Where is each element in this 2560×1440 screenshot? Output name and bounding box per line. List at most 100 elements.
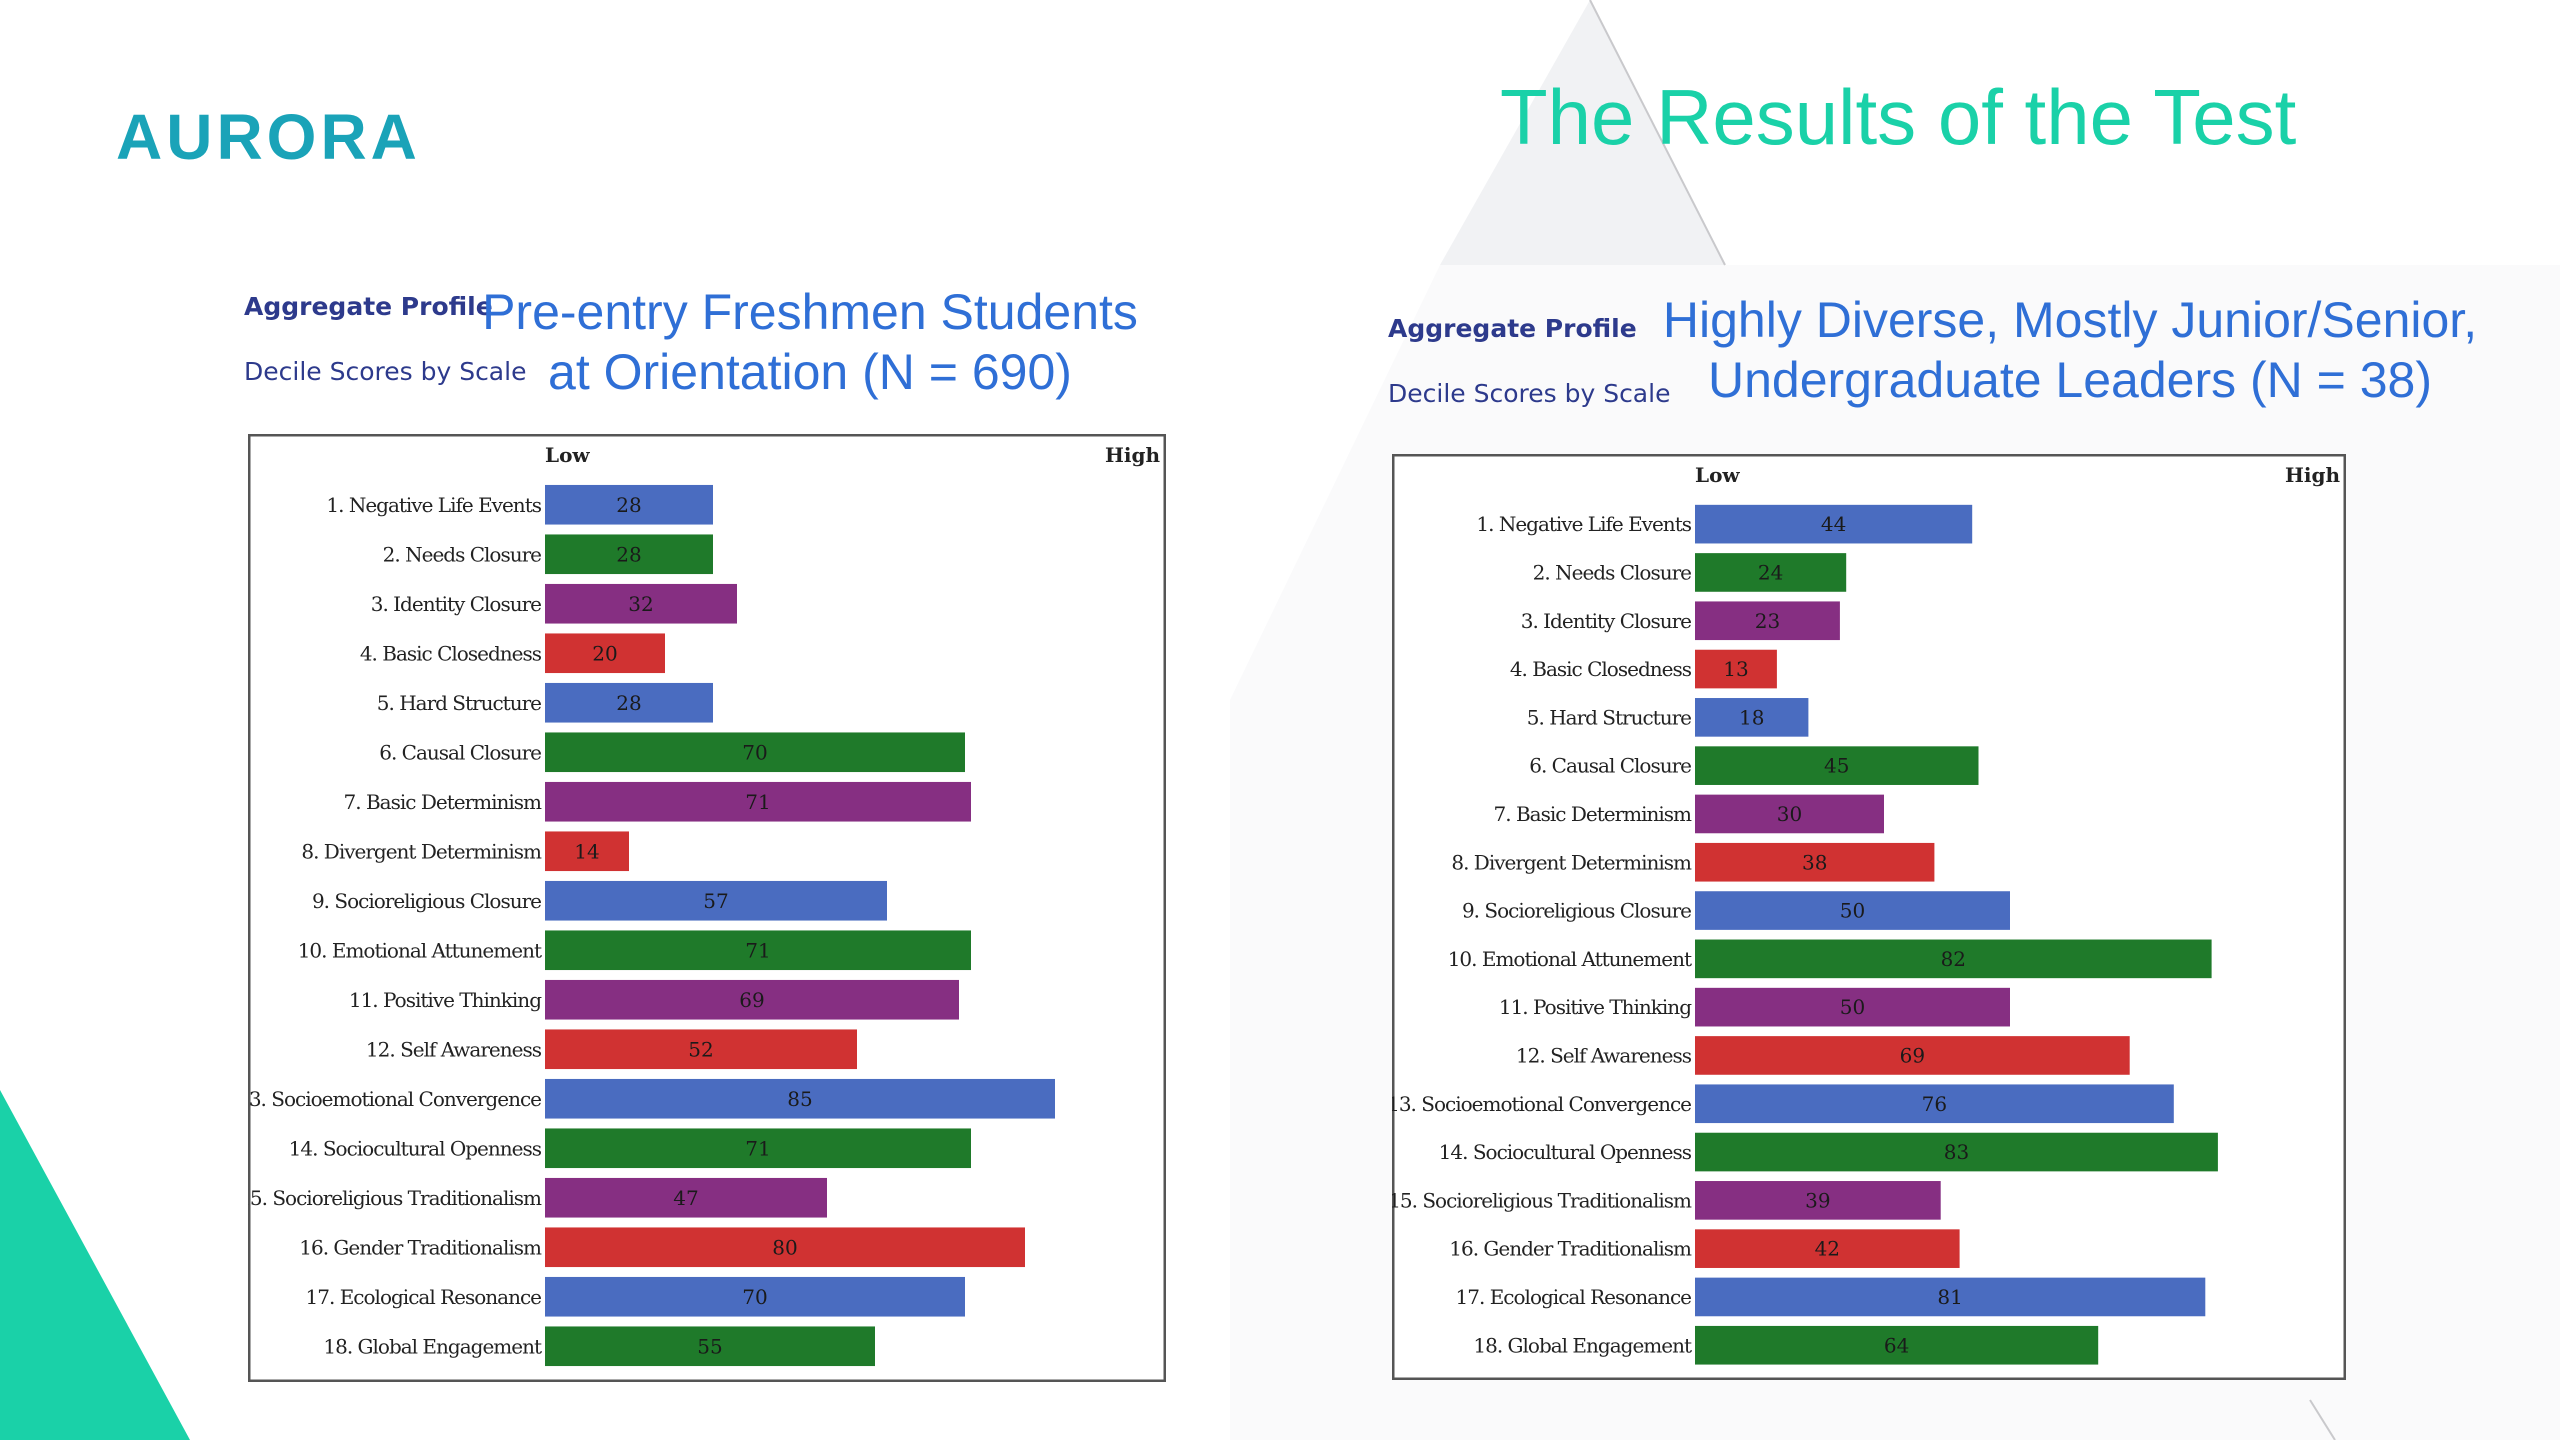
bar-value-label: 83 (1944, 1140, 1969, 1164)
bar (545, 1227, 1025, 1268)
category-label: 14. Sociocultural Openness (1439, 1140, 1692, 1164)
bar-value-label: 71 (745, 938, 770, 962)
bar-row: 12. Self Awareness 52 (366, 1029, 857, 1070)
category-label: 18. Global Engagement (1473, 1333, 1692, 1357)
aggregate-profile-label: Aggregate Profile (1388, 314, 1637, 343)
bar-value-label: 80 (772, 1235, 797, 1259)
bar-row: 8. Divergent Determinism 38 (1451, 842, 1935, 882)
bar-row: 1. Negative Life Events 44 (1476, 504, 1973, 544)
bar (1695, 1229, 1960, 1268)
bar-value-label: 52 (688, 1037, 713, 1061)
category-label: 4. Basic Closedness (1510, 657, 1692, 681)
bar (545, 1029, 857, 1070)
bar-row: 7. Basic Determinism 30 (1494, 794, 1884, 834)
bar (545, 1177, 827, 1218)
category-label: 17. Ecological Resonance (1456, 1285, 1692, 1309)
bar (1695, 891, 2010, 930)
category-label: 12. Self Awareness (366, 1037, 542, 1061)
bg-corner-edge (2309, 1399, 2336, 1440)
bar (545, 880, 887, 921)
bar-value-label: 82 (1941, 947, 1966, 971)
bar (545, 930, 971, 971)
bar-row: 3. Identity Closure 32 (371, 583, 737, 624)
bar (1695, 842, 1935, 882)
category-label: 1. Negative Life Events (326, 493, 541, 517)
bar-row: 11. Positive Thinking 69 (349, 979, 959, 1020)
category-label: 15. Socioreligious Traditionalism (248, 1186, 542, 1210)
bar (1695, 553, 1847, 592)
bar-value-label: 71 (745, 790, 770, 814)
bar-value-label: 45 (1824, 754, 1849, 778)
category-label: 5. Hard Structure (377, 691, 541, 715)
bar-row: 16. Gender Traditionalism 42 (1449, 1229, 1960, 1268)
decile-scores-label: Decile Scores by Scale (244, 357, 527, 386)
panel-2-labels: Aggregate Profile Decile Scores by Scale (1388, 314, 1670, 408)
category-label: 3. Identity Closure (371, 592, 541, 616)
category-label: 16. Gender Traditionalism (1449, 1237, 1692, 1261)
bar-row: 4. Basic Closedness 20 (360, 633, 665, 674)
bar (1695, 698, 1809, 737)
bar (545, 1276, 965, 1317)
category-label: 8. Divergent Determinism (1451, 850, 1692, 874)
bar-row: 17. Ecological Resonance 81 (1456, 1277, 2206, 1317)
bar-value-label: 28 (616, 691, 641, 715)
category-label: 7. Basic Determinism (1494, 802, 1692, 826)
bar-row: 6. Causal Closure 45 (1529, 746, 1979, 785)
bar-value-label: 85 (787, 1087, 812, 1111)
panel-2-title-line2: Undergraduate Leaders (N = 38) (1707, 352, 2433, 408)
bar-row: 17. Ecological Resonance 70 (306, 1276, 965, 1317)
bar (545, 583, 737, 624)
bar (545, 633, 665, 674)
category-label: 9. Socioreligious Closure (312, 889, 541, 913)
bar-value-label: 42 (1815, 1237, 1840, 1261)
category-label: 9. Socioreligious Closure (1462, 899, 1691, 923)
aggregate-profile-label: Aggregate Profile (244, 292, 493, 321)
bar (1695, 649, 1777, 689)
bar-value-label: 20 (592, 641, 617, 665)
category-label: 8. Divergent Determinism (301, 839, 542, 863)
bar-row: 15. Socioreligious Traditionalism 47 (248, 1177, 827, 1218)
category-label: 7. Basic Determinism (344, 790, 542, 814)
bar (1695, 746, 1979, 785)
bar (1695, 1277, 2206, 1317)
bar-row: 4. Basic Closedness 13 (1510, 649, 1777, 689)
bar-value-label: 70 (742, 1285, 767, 1309)
bar-value-label: 30 (1777, 802, 1802, 826)
bar (1695, 1132, 2218, 1172)
bar (1695, 1036, 2130, 1075)
bar-row: 5. Hard Structure 18 (1527, 698, 1809, 737)
bar (545, 484, 713, 525)
bar (545, 1078, 1055, 1119)
bar-row: 3. Identity Closure 23 (1521, 601, 1840, 641)
bar (545, 682, 713, 723)
axis-low-label: Low (1695, 463, 1740, 487)
bar-value-label: 50 (1840, 899, 1865, 923)
bar-row: 13. Socioemotional Convergence 76 (1392, 1084, 2174, 1124)
category-label: 15. Socioreligious Traditionalism (1392, 1188, 1692, 1212)
bar (545, 1326, 875, 1367)
bar-value-label: 18 (1739, 705, 1764, 729)
axis-high-label: High (1105, 443, 1160, 467)
bar-row: 14. Sociocultural Openness 83 (1439, 1132, 2218, 1172)
bar-value-label: 81 (1937, 1285, 1962, 1309)
bar (1695, 601, 1840, 641)
bar-value-label: 69 (739, 988, 764, 1012)
panel-1-title: Pre-entry Freshmen Students at Orientati… (470, 282, 1150, 402)
bar-row: 10. Emotional Attunement 82 (1448, 939, 2212, 979)
slide-title: The Results of the Test (1500, 73, 2297, 161)
panel-1-labels: Aggregate Profile Decile Scores by Scale (244, 292, 526, 386)
bar-row: 6. Causal Closure 70 (379, 732, 965, 773)
bar-row: 16. Gender Traditionalism 80 (299, 1227, 1025, 1268)
bar (1695, 939, 2212, 979)
bar (545, 781, 971, 822)
bar (545, 831, 629, 872)
bg-triangle-shape (1440, 0, 1725, 265)
bar-row: 14. Sociocultural Openness 71 (289, 1128, 971, 1169)
bar (545, 732, 965, 773)
bar-value-label: 39 (1805, 1188, 1830, 1212)
category-label: 13. Socioemotional Convergence (1392, 1092, 1691, 1116)
chart-2-undergraduate-leaders: Low High 1. Negative Life Events 44 2. Needs… (1392, 454, 2346, 1380)
decile-scores-label: Decile Scores by Scale (1388, 379, 1671, 408)
bar-row: 11. Positive Thinking 50 (1499, 987, 2010, 1027)
